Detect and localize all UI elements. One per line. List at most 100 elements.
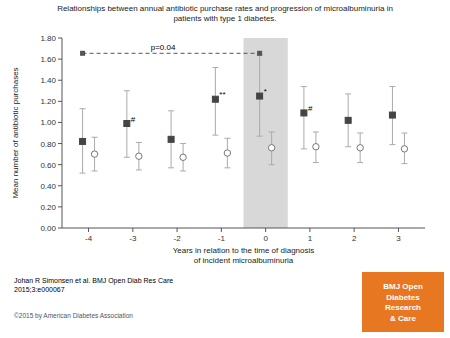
y-tick [58,122,62,123]
x-tick-label: 2 [352,234,357,243]
error-bar [389,87,395,145]
shade-group [244,38,288,228]
error-cap [269,164,275,165]
point [180,154,186,160]
bracket-end [80,51,85,56]
point [91,151,97,157]
y-tick [58,164,62,165]
error-cap [92,137,98,138]
error-cap [168,110,174,111]
y-tick-label: 1.00 [40,118,56,127]
y-tick [58,143,62,144]
error-cap [168,167,174,168]
error-bar [168,111,174,168]
y-tick [58,185,62,186]
data-group [80,51,408,173]
y-tick [58,101,62,102]
y-tick-label: 0.20 [40,203,56,212]
x-label-line: of incident microalbuminuria [194,256,294,265]
y-tick-label: 0.40 [40,182,56,191]
point [80,138,86,144]
point [268,145,274,151]
error-cap [301,148,307,149]
y-tick-label: 1.80 [40,34,56,43]
error-cap [389,144,395,145]
error-cap [124,90,130,91]
badge-text-line: BMJ Open [383,282,423,291]
error-bar [313,132,319,163]
error-cap [224,138,230,139]
error-cap [345,146,351,147]
annotation: * [264,87,267,96]
x-tick-label: 0 [263,234,268,243]
y-tick [58,206,62,207]
error-cap [136,142,142,143]
point [124,121,130,127]
x-label: Years in relation to the time of diagnos… [173,246,315,265]
error-bar [257,55,263,136]
point [301,110,307,116]
error-cap [357,133,363,134]
point [136,153,142,159]
x-tick [309,228,310,232]
point [212,96,218,102]
annotation: # [308,104,313,113]
x-tick [221,228,222,232]
bracket-end [257,51,262,56]
error-cap [212,67,218,68]
error-bar [92,137,98,171]
error-bar [357,133,363,163]
x-tick-label: 1 [308,234,313,243]
y-tick-label: 0.00 [40,224,56,233]
x-tick-label: -4 [85,234,93,243]
x-tick [132,228,133,232]
error-bar [80,109,86,173]
error-bar [401,133,407,164]
x-label-line: Years in relation to the time of diagnos… [173,246,315,255]
error-cap [124,157,130,158]
error-cap [269,131,275,132]
title: Relationships between annual antibiotic … [57,4,393,23]
point [357,145,363,151]
error-cap [401,163,407,164]
badge: BMJ OpenDiabetesResearch& Care [362,272,444,332]
chart: Relationships between annual antibiotic … [0,0,450,338]
error-cap [180,171,186,172]
badge-text-line: & Care [390,314,416,323]
error-cap [313,131,319,132]
x-tick-label: 3 [396,234,401,243]
error-bar [180,144,186,171]
point [168,136,174,142]
citation: Johan R Simonsen et al. BMJ Open Diab Re… [14,277,173,293]
x-tick-label: -1 [218,234,226,243]
error-bar [124,91,130,157]
error-cap [401,133,407,134]
x-tick-label: -3 [129,234,137,243]
bracket-label: p=0.04 [151,43,176,52]
x-tick [265,228,266,232]
error-stem [303,87,304,149]
badge-box [362,272,444,332]
error-cap [357,162,363,163]
series-square [80,55,396,173]
error-cap [92,171,98,172]
x-tick [354,228,355,232]
x-tick [177,228,178,232]
title-line: Relationships between annual antibiotic … [57,4,393,13]
shaded-region [244,38,288,228]
badge-text-line: Research [385,303,421,312]
y-tick-label: 0.60 [40,161,56,170]
y-tick-label: 1.60 [40,55,56,64]
point [389,112,395,118]
annotation: # [131,115,136,124]
point [313,144,319,150]
series-circle [91,132,407,171]
x-tick [88,228,89,232]
citation-line: 2015;3:e000067 [14,286,65,293]
point [401,146,407,152]
error-cap [345,93,351,94]
error-cap [313,162,319,163]
x-axis [62,228,425,229]
y-tick-label: 1.20 [40,97,56,106]
point [345,117,351,123]
